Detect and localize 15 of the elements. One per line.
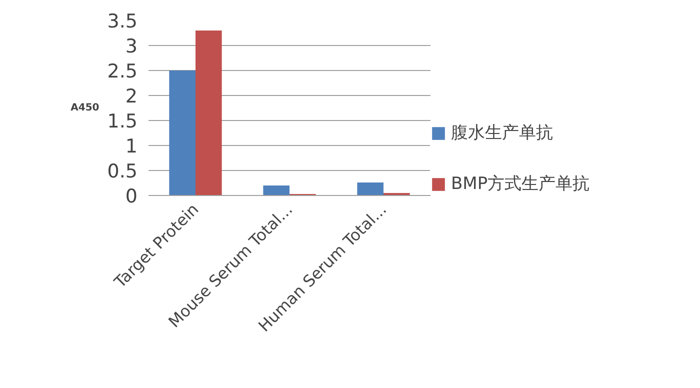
y-tick-label: 0 xyxy=(125,186,138,208)
bar xyxy=(357,182,384,196)
bar xyxy=(263,186,290,196)
y-axis-title: A450 xyxy=(70,102,100,114)
y-tick-label: 1.5 xyxy=(107,110,138,132)
y-tick-label: 3 xyxy=(125,36,138,58)
y-tick-label: 1 xyxy=(125,136,138,158)
y-tick-label: 2.5 xyxy=(107,60,138,82)
bar xyxy=(196,30,222,196)
y-tick-label: 3.5 xyxy=(107,10,138,32)
y-tick-label: 2 xyxy=(125,86,138,108)
legend-label: BMP方式生产单抗 xyxy=(451,173,590,195)
bar xyxy=(169,70,196,196)
legend-label: 腹水生产单抗 xyxy=(451,122,553,144)
y-tick-label: 0.5 xyxy=(107,160,138,182)
